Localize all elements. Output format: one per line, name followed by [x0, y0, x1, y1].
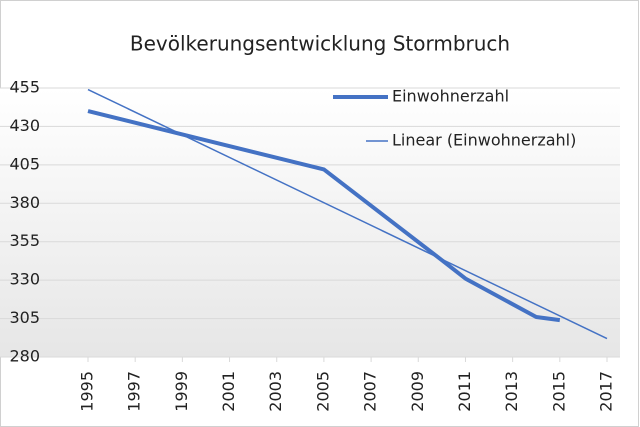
y-tick-label: 355: [9, 231, 40, 250]
x-tick-label: 1997: [125, 371, 144, 412]
legend-label: Einwohnerzahl: [392, 87, 509, 106]
data-line: [87, 88, 608, 340]
x-tick-label: 2017: [597, 371, 616, 412]
y-tick-label: 455: [9, 78, 40, 97]
y-tick-label: 380: [9, 193, 40, 212]
legend-label: Linear (Einwohnerzahl): [392, 131, 576, 150]
x-tick-label: 2003: [266, 371, 285, 412]
x-tick-label: 2013: [502, 371, 521, 412]
plot-background: [0, 88, 620, 357]
x-tick-label: 1999: [172, 371, 191, 412]
y-tick-label: 430: [9, 116, 40, 135]
data-line: [87, 109, 561, 323]
chart-title: Bevölkerungsentwicklung Stormbruch: [130, 32, 510, 56]
x-tick-label: 2007: [361, 371, 380, 412]
x-tick-label: 2001: [219, 371, 238, 412]
x-tick-label: 2005: [313, 371, 332, 412]
y-tick-label: 305: [9, 308, 40, 327]
x-tick-label: 2011: [455, 371, 474, 412]
y-tick-label: 280: [9, 347, 40, 366]
x-tick-label: 1995: [78, 371, 97, 412]
y-tick-label: 330: [9, 270, 40, 289]
y-tick-label: 405: [9, 154, 40, 173]
x-tick-label: 2015: [549, 371, 568, 412]
x-tick-label: 2009: [408, 371, 427, 412]
